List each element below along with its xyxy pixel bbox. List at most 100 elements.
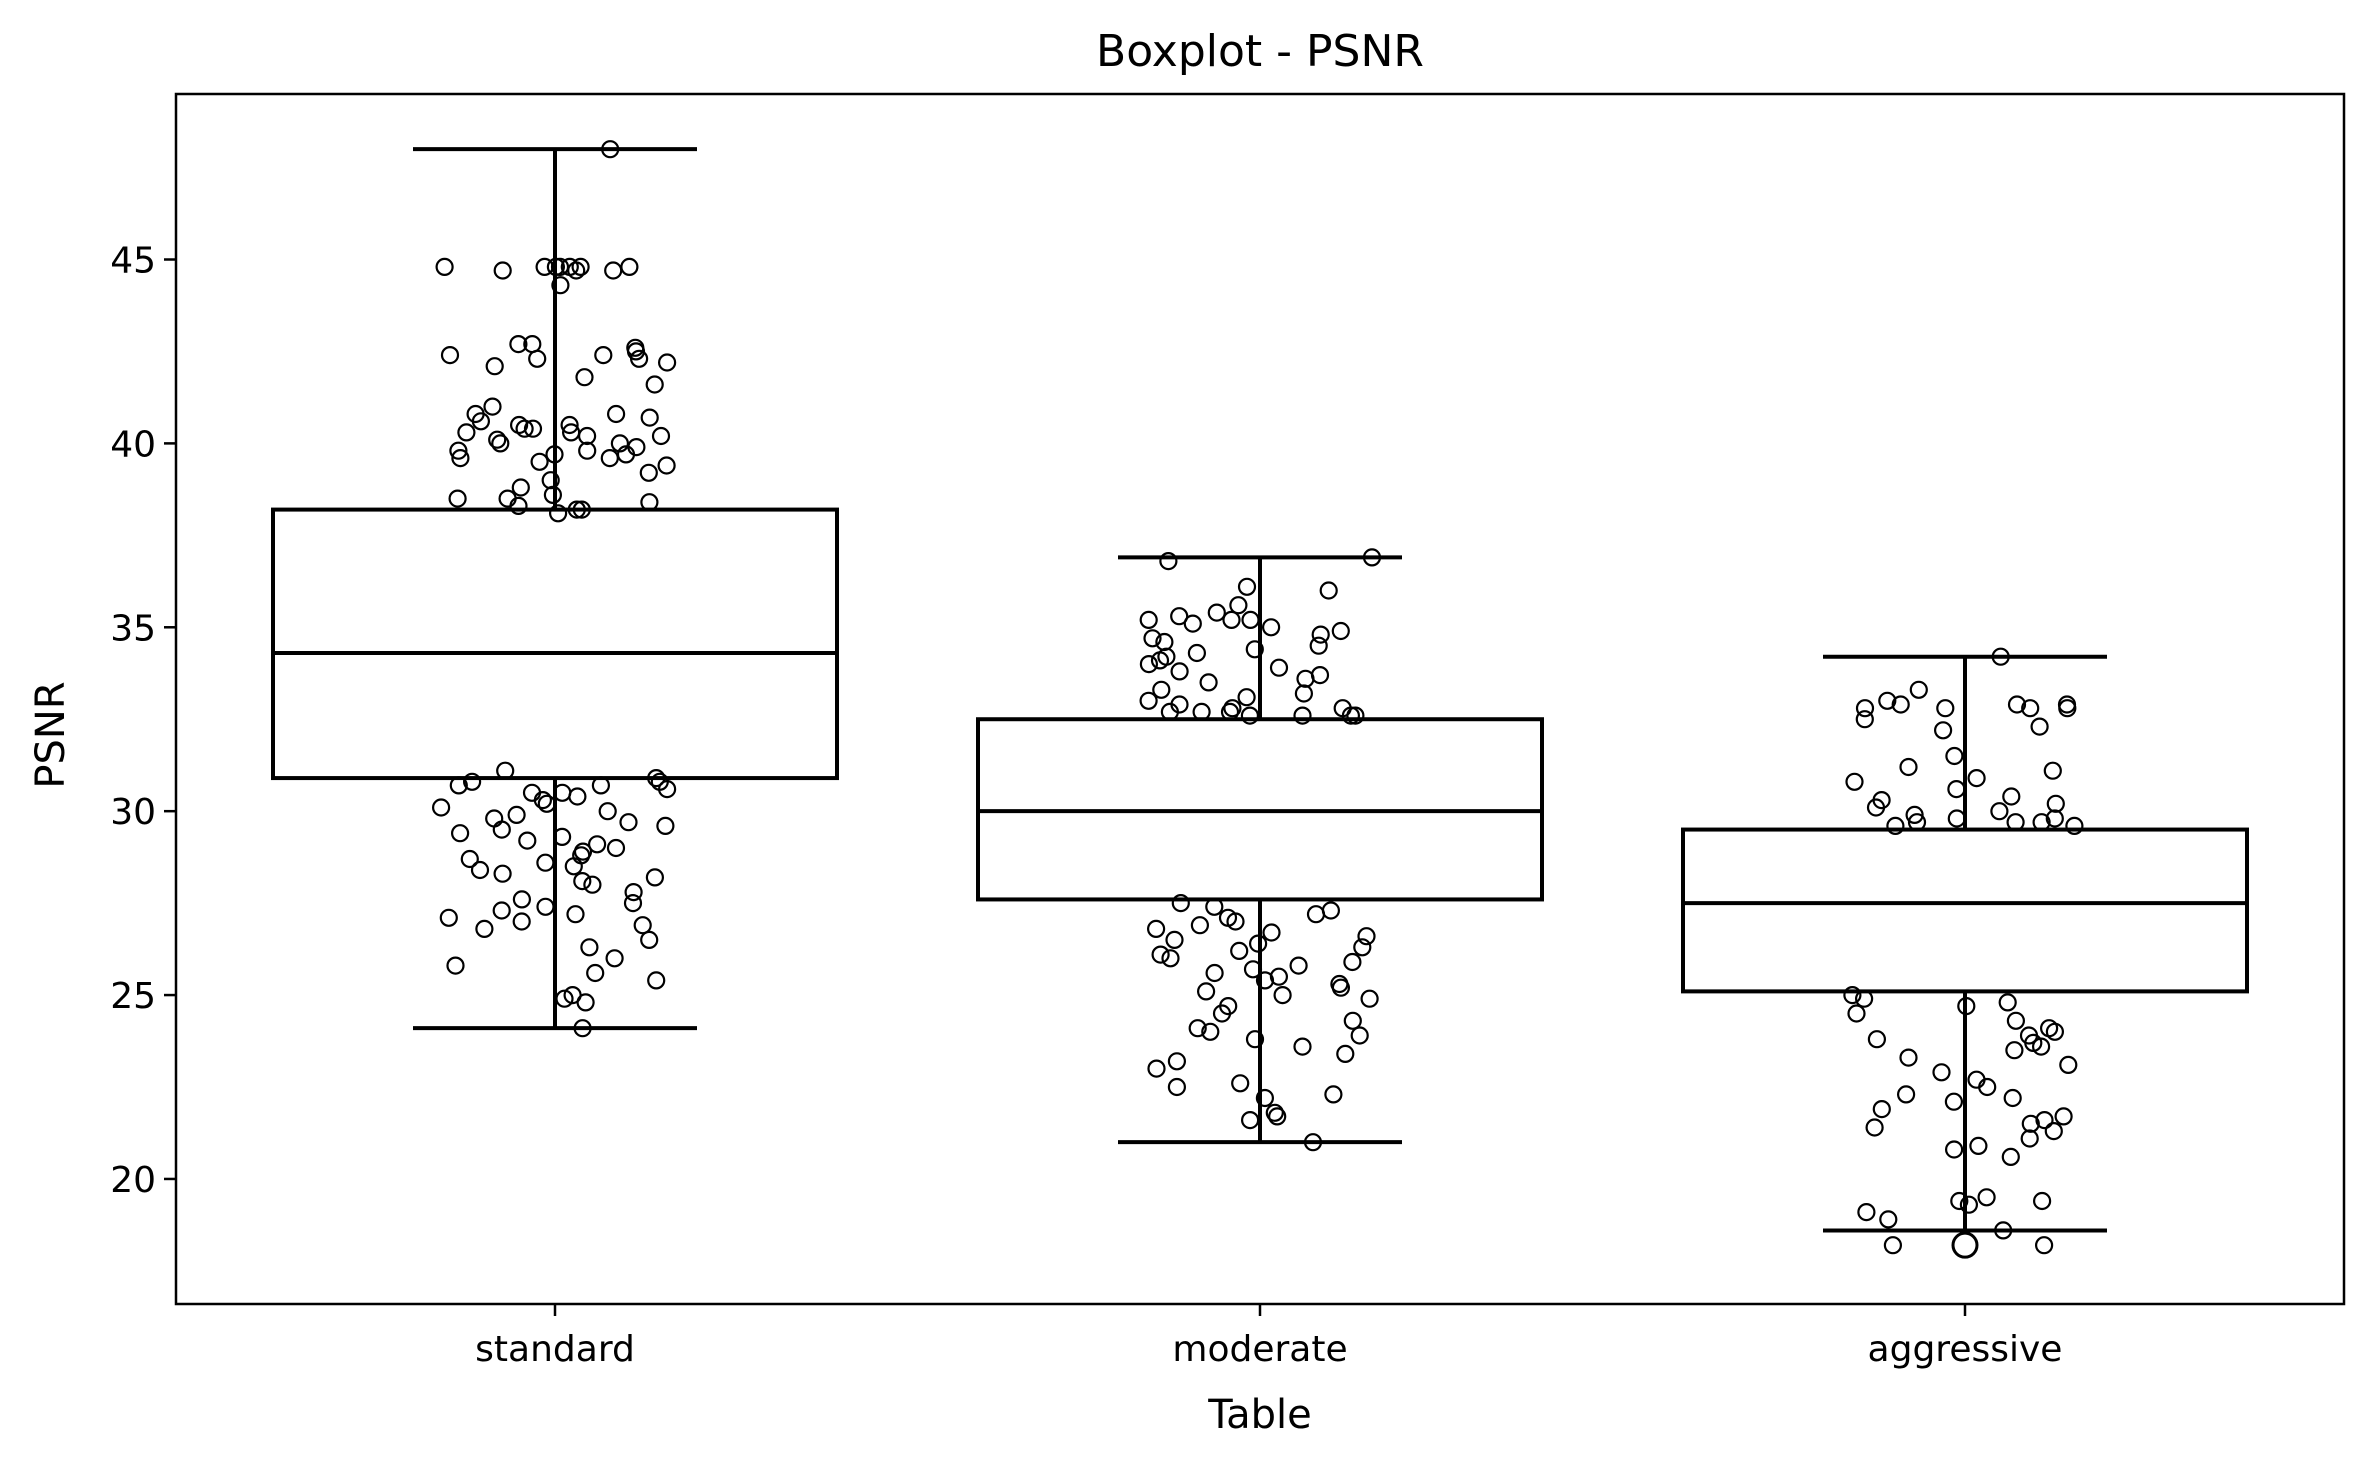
data-point bbox=[1293, 706, 1312, 725]
data-point bbox=[571, 257, 590, 276]
data-point bbox=[1878, 691, 1897, 710]
data-point bbox=[1296, 669, 1315, 688]
data-point bbox=[545, 445, 564, 464]
data-point bbox=[1273, 985, 1292, 1005]
y-axis-ticks: 20 25 30 35 40 45 bbox=[110, 241, 176, 1201]
data-point bbox=[1240, 1110, 1260, 1130]
data-point bbox=[1331, 978, 1351, 997]
box-group-moderate bbox=[976, 555, 1544, 1145]
data-point bbox=[2030, 717, 2049, 736]
points-moderate bbox=[1139, 548, 1382, 1152]
x-tick-label-standard: standard bbox=[475, 1329, 635, 1370]
data-point bbox=[523, 419, 543, 438]
data-point bbox=[1907, 813, 1927, 832]
data-point bbox=[1220, 702, 1240, 722]
data-point bbox=[1255, 1088, 1275, 1108]
y-axis-label: PSNR bbox=[28, 681, 74, 788]
data-point bbox=[471, 412, 490, 431]
data-point bbox=[2059, 1055, 2078, 1075]
data-point bbox=[1269, 658, 1289, 677]
data-point bbox=[1255, 971, 1275, 990]
data-point bbox=[543, 485, 563, 504]
data-point bbox=[1205, 897, 1224, 916]
data-point bbox=[1229, 596, 1248, 615]
chart-title: Boxplot - PSNR bbox=[1096, 26, 1424, 77]
data-point bbox=[1293, 1037, 1312, 1056]
data-point bbox=[1945, 746, 1964, 766]
data-point bbox=[1201, 1022, 1220, 1041]
data-point bbox=[2058, 699, 2077, 718]
data-point bbox=[1857, 1202, 1876, 1222]
data-point bbox=[1159, 551, 1178, 571]
data-point bbox=[548, 504, 568, 523]
data-point bbox=[2002, 787, 2021, 806]
data-point bbox=[1350, 1026, 1369, 1045]
data-point bbox=[1957, 996, 1976, 1016]
y-tick-label: 45 bbox=[110, 241, 156, 282]
data-point bbox=[1183, 614, 1202, 633]
data-point bbox=[1944, 1092, 1964, 1111]
data-point bbox=[1343, 1011, 1362, 1030]
box-group-aggressive bbox=[1681, 654, 2249, 1233]
data-point bbox=[1262, 923, 1281, 942]
data-point bbox=[1947, 809, 1966, 828]
data-point bbox=[1866, 798, 1886, 817]
data-point bbox=[1950, 1191, 1969, 1211]
data-point bbox=[435, 257, 454, 276]
data-point bbox=[1205, 963, 1224, 983]
data-point bbox=[1357, 927, 1376, 946]
data-point bbox=[580, 938, 599, 957]
data-point bbox=[657, 456, 676, 475]
data-point bbox=[1343, 952, 1362, 972]
data-point bbox=[1896, 1085, 1916, 1104]
data-point bbox=[1947, 779, 1966, 799]
data-point bbox=[1306, 905, 1326, 924]
x-axis-ticks: standard moderate aggressive bbox=[475, 1304, 2062, 1370]
data-point bbox=[1240, 706, 1260, 725]
data-point bbox=[1977, 1188, 1996, 1207]
data-point bbox=[1331, 621, 1350, 641]
data-point bbox=[2031, 1037, 2051, 1056]
data-point bbox=[647, 971, 666, 990]
data-point bbox=[1867, 1030, 1887, 1049]
data-point bbox=[619, 813, 638, 832]
data-point bbox=[626, 342, 646, 361]
data-point bbox=[1231, 1074, 1250, 1093]
data-point bbox=[1294, 684, 1314, 703]
data-point bbox=[586, 963, 605, 983]
data-point bbox=[515, 419, 534, 438]
data-point bbox=[1230, 941, 1249, 961]
data-point bbox=[2032, 1191, 2052, 1211]
data-point bbox=[600, 449, 619, 468]
data-point bbox=[2020, 1129, 2039, 1148]
data-point bbox=[1243, 960, 1263, 979]
data-point bbox=[518, 831, 537, 850]
data-point bbox=[1933, 721, 1953, 740]
data-point bbox=[1847, 1004, 1866, 1023]
data-point bbox=[1248, 934, 1268, 953]
data-point bbox=[475, 919, 494, 939]
data-point bbox=[509, 335, 528, 354]
data-point bbox=[457, 423, 476, 442]
data-point bbox=[2021, 699, 2040, 718]
data-point bbox=[2045, 1022, 2064, 1041]
data-point bbox=[1160, 702, 1180, 722]
data-point bbox=[587, 835, 607, 854]
data-point bbox=[1199, 673, 1218, 692]
data-point bbox=[463, 772, 482, 791]
data-point bbox=[577, 426, 597, 446]
data-point bbox=[449, 441, 468, 460]
x-tick-label-moderate: moderate bbox=[1172, 1329, 1347, 1370]
data-point bbox=[2044, 1121, 2063, 1141]
data-point bbox=[572, 500, 591, 519]
data-point bbox=[2032, 813, 2051, 832]
data-point bbox=[2005, 1041, 2024, 1060]
data-point bbox=[552, 827, 572, 847]
data-point bbox=[1845, 772, 1864, 791]
data-point bbox=[2054, 1107, 2073, 1126]
data-point bbox=[507, 805, 526, 825]
data-point bbox=[1139, 610, 1158, 630]
data-point bbox=[536, 853, 555, 872]
data-point bbox=[601, 140, 620, 159]
data-point bbox=[598, 802, 617, 821]
